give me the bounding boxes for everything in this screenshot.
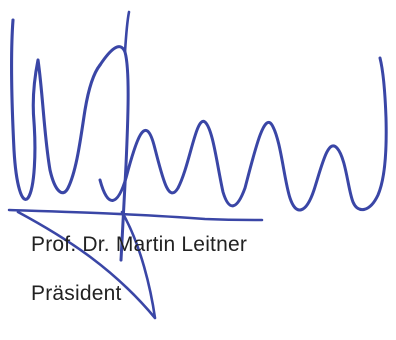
signatory-title: Präsident — [31, 282, 122, 305]
signature-tall-loop — [98, 45, 130, 262]
signature-base-sweep — [7, 208, 264, 222]
signature-wave-stroke — [98, 56, 388, 212]
signature-diagonal-underline — [16, 210, 157, 320]
signature-top-flick — [123, 10, 131, 54]
signature-initial-stroke — [9, 18, 102, 201]
signatory-name: Prof. Dr. Martin Leitner — [31, 233, 248, 256]
